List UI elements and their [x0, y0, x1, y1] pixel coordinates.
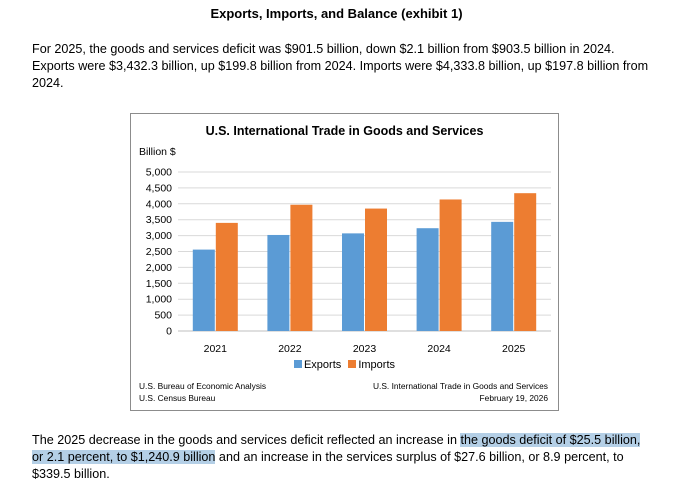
bar-chart: 0 500 1,000 1,500 2,000 2,500 3,000 3,500 4,000 4…: [146, 167, 551, 355]
y-tick-label: 1,000: [146, 294, 172, 306]
bar-imports-2024: [439, 199, 462, 331]
closing-text-after: and an increase in the services surplus …: [32, 450, 624, 481]
legend-item-exports: Exports: [293, 359, 344, 371]
bar-imports-2021: [215, 222, 238, 331]
bar-imports-2022: [290, 204, 313, 331]
y-tick-label: 0: [166, 326, 172, 338]
y-tick-label: 4,000: [146, 198, 172, 210]
y-tick-label: 4,500: [146, 182, 172, 194]
bar-exports-2024: [416, 228, 439, 331]
legend-swatch-imports: [348, 360, 357, 368]
source-bea: U.S. Bureau of Economic Analysis: [139, 381, 267, 391]
y-tick-label: 2,500: [146, 246, 172, 258]
closing-text-before: The 2025 decrease in the goods and servi…: [32, 433, 461, 447]
x-tick-label: 2024: [427, 343, 451, 355]
x-tick-label: 2025: [502, 343, 526, 355]
bar-exports-2023: [342, 233, 364, 331]
y-tick-label: 3,000: [146, 230, 172, 242]
source-date: February 19, 2026: [479, 393, 548, 403]
legend-label-imports: Imports: [358, 359, 396, 371]
y-tick-label: 3,500: [146, 214, 172, 226]
x-tick-label: 2022: [278, 343, 302, 355]
x-tick-label: 2023: [353, 343, 377, 355]
chart-legend: Exports Imports: [131, 359, 558, 371]
legend-label-exports: Exports: [303, 359, 342, 371]
legend-item-imports: Imports: [348, 359, 395, 371]
bar-exports-2021: [192, 249, 215, 331]
y-tick-label: 5,000: [146, 167, 172, 179]
source-right: U.S. International Trade in Goods and Se…: [373, 380, 548, 404]
y-tick-label: 1,500: [146, 278, 172, 290]
bar-exports-2022: [267, 234, 290, 331]
x-tick-label: 2021: [204, 343, 228, 355]
bar-imports-2025: [514, 193, 537, 331]
closing-paragraph: The 2025 decrease in the goods and servi…: [32, 432, 652, 483]
intro-paragraph: For 2025, the goods and services deficit…: [32, 42, 649, 90]
chart-title: U.S. International Trade in Goods and Se…: [205, 124, 484, 138]
y-axis-label: Billion $: [139, 146, 176, 158]
bar-exports-2025: [491, 221, 514, 331]
source-report-name: U.S. International Trade in Goods and Se…: [372, 381, 548, 391]
section-heading: Exports, Imports, and Balance (exhibit 1…: [210, 6, 463, 21]
chart-figure: U.S. International Trade in Goods and Se…: [130, 113, 559, 411]
source-left: U.S. Bureau of Economic Analysis U.S. Ce…: [139, 380, 266, 404]
source-census: U.S. Census Bureau: [139, 393, 216, 403]
y-tick-label: 2,000: [146, 262, 172, 274]
bar-imports-2023: [365, 208, 387, 331]
y-tick-label: 500: [154, 310, 172, 322]
legend-swatch-exports: [293, 360, 302, 368]
